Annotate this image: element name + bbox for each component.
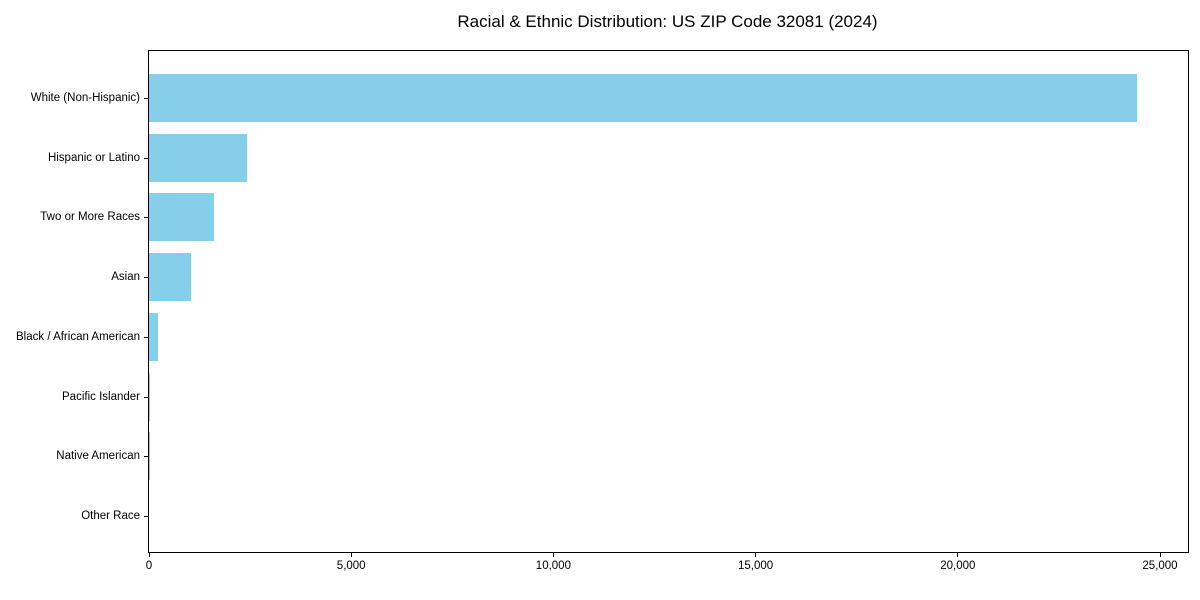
- y-axis-tick: [144, 277, 148, 279]
- bar-black-african-american: [149, 312, 158, 361]
- y-axis-label: Two or More Races: [40, 211, 140, 224]
- x-axis-tick: [1159, 553, 1161, 557]
- y-axis-tick: [144, 157, 148, 159]
- bar-white-non-hispanic: [149, 74, 1137, 122]
- y-axis-label: Pacific Islander: [62, 390, 140, 403]
- plot-area: White (Non-Hispanic) Hispanic or Latino Tw…: [16, 50, 1189, 572]
- bar-hispanic-or-latino: [149, 133, 247, 182]
- y-axis-tick: [144, 396, 148, 398]
- x-axis-tick: [148, 553, 150, 557]
- y-axis-label: Asian: [111, 271, 140, 284]
- x-axis-tick: [552, 553, 554, 557]
- bar-asian: [149, 253, 192, 302]
- y-axis-tick: [144, 217, 148, 219]
- y-axis-label: White (Non-Hispanic): [30, 92, 140, 104]
- y-axis-label: Black / African American: [16, 330, 140, 343]
- x-axis-tick-label: 15,000: [738, 560, 774, 572]
- x-axis-tick-label: 25,000: [1142, 560, 1178, 572]
- x-axis-tick-label: 5,000: [336, 560, 366, 572]
- x-axis-tick-label: 0: [145, 560, 153, 572]
- y-axis-label: Native American: [56, 450, 140, 463]
- x-axis-tick: [755, 553, 757, 557]
- x-axis-tick-label: 10,000: [535, 560, 571, 572]
- y-axis-tick: [144, 456, 148, 458]
- y-axis-tick: [144, 98, 148, 99]
- x-axis-tick: [350, 553, 352, 557]
- y-axis-tick: [144, 515, 148, 517]
- y-axis-label: Other Race: [81, 509, 140, 522]
- bar-pacific-islander: [149, 372, 150, 421]
- y-axis-tick: [144, 336, 148, 338]
- x-axis-tick: [957, 553, 959, 557]
- x-axis-tick-label: 20,000: [940, 560, 976, 572]
- y-axis-label: Hispanic or Latino: [47, 151, 140, 164]
- bar-two-or-more-races: [149, 193, 215, 242]
- chart-title: Racial & Ethnic Distribution: US ZIP Cod…: [457, 12, 878, 31]
